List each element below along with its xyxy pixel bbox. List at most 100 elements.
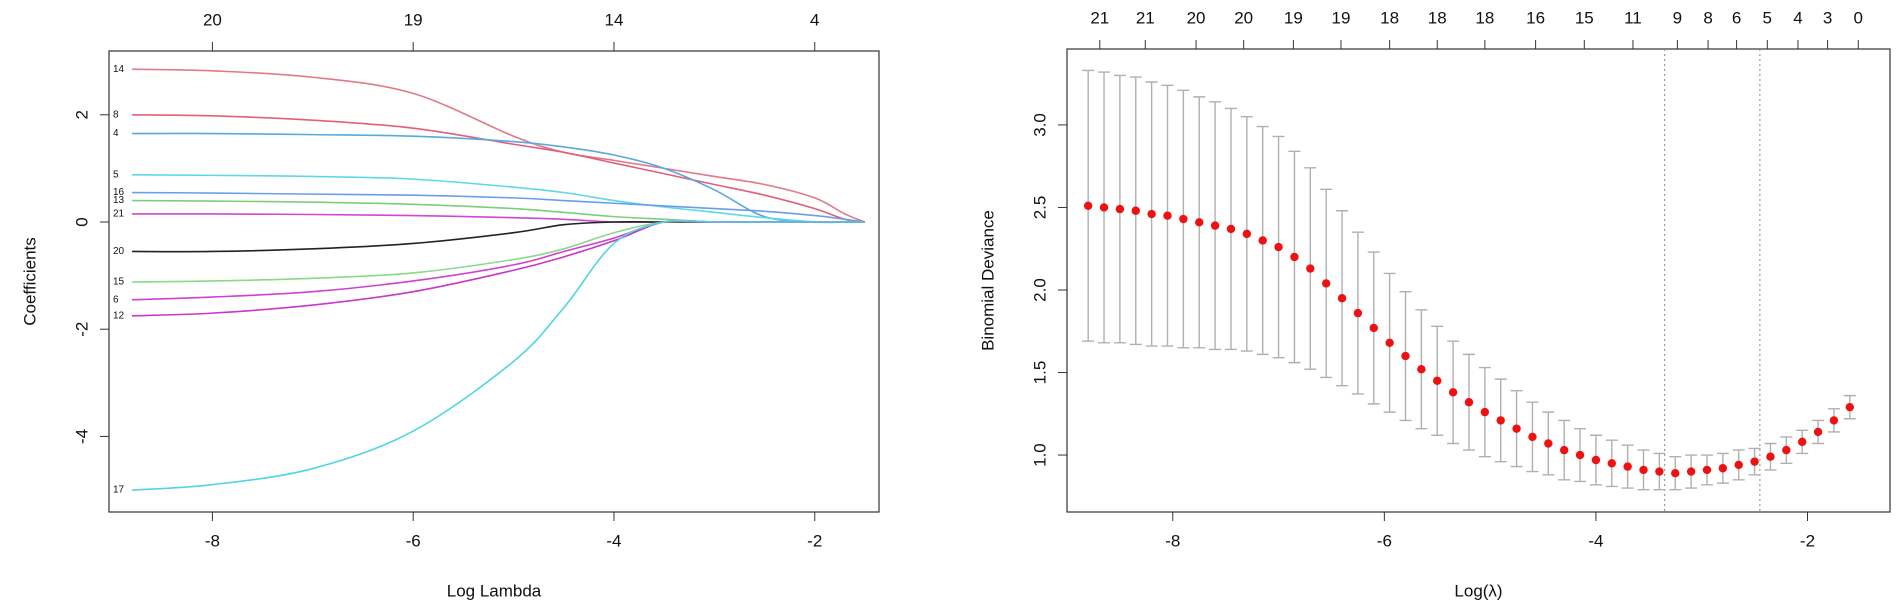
- cv-point: [1353, 308, 1363, 318]
- cv-point: [1099, 203, 1109, 212]
- cv-point: [1163, 211, 1172, 220]
- cv-point: [1321, 279, 1331, 288]
- y-tick-label: -2: [72, 322, 91, 337]
- top-tick-label: 11: [1624, 8, 1642, 27]
- cv-point: [1718, 464, 1728, 473]
- x-tick-label: -4: [606, 531, 621, 550]
- cv-point: [1306, 264, 1315, 273]
- coef-path: [132, 220, 865, 301]
- cv-point: [1734, 460, 1743, 470]
- top-tick-label: 18: [1428, 8, 1447, 27]
- series-label: 6: [113, 294, 119, 305]
- y-tick-label: 2.5: [1030, 196, 1049, 220]
- cv-point: [1639, 465, 1648, 475]
- x-tick-label: -6: [1377, 531, 1392, 550]
- cv-point: [1433, 376, 1442, 385]
- cv-point: [1544, 439, 1553, 448]
- coef-path: [132, 219, 865, 491]
- series-label: 17: [113, 485, 125, 496]
- cv-point: [1448, 388, 1458, 397]
- coef-path: [132, 221, 865, 253]
- y-tick-label: 1.5: [1030, 361, 1049, 385]
- top-tick-label: 18: [1380, 8, 1399, 27]
- series-label: 13: [113, 195, 125, 206]
- x-tick-label: -2: [1800, 531, 1815, 550]
- cv-point: [1147, 209, 1156, 219]
- x-tick-label: -2: [807, 531, 822, 550]
- cv-point: [1528, 432, 1537, 442]
- top-tick-label: 6: [1732, 8, 1741, 27]
- cv-point: [1686, 467, 1696, 476]
- series-label: 16: [113, 187, 125, 198]
- y-axis-label: Coefficients: [20, 237, 39, 326]
- coef-path: [132, 191, 866, 223]
- cv-point: [1623, 462, 1632, 471]
- top-tick-label: 14: [605, 10, 624, 29]
- x-tick-label: -8: [205, 531, 220, 550]
- top-tick-label: 20: [1187, 8, 1206, 27]
- cv-point: [1591, 455, 1601, 465]
- y-tick-label: 1.0: [1030, 443, 1049, 467]
- x-axis-label: Log(λ): [1454, 581, 1502, 600]
- top-tick-label: 19: [1284, 8, 1303, 27]
- series-label: 5: [113, 169, 119, 180]
- plot-frame: [108, 50, 880, 513]
- cv-point: [1813, 427, 1823, 437]
- cv-point: [1575, 450, 1585, 460]
- cv-point: [1559, 445, 1569, 455]
- cv-point: [1464, 398, 1474, 407]
- y-tick-label: 3.0: [1030, 113, 1049, 137]
- top-tick-label: 8: [1703, 8, 1712, 27]
- coef-path: [132, 132, 865, 224]
- cv-point: [1290, 252, 1299, 262]
- top-tick-label: 16: [1526, 8, 1545, 27]
- cv-point: [1115, 204, 1125, 214]
- top-tick-label: 9: [1673, 8, 1682, 27]
- y-tick-label: -4: [72, 429, 91, 444]
- top-tick-label: 19: [1332, 8, 1351, 27]
- x-tick-label: -6: [406, 531, 421, 550]
- top-tick-label: 20: [203, 10, 222, 29]
- cv-point: [1242, 229, 1252, 239]
- top-tick-label: 18: [1475, 8, 1494, 27]
- cv-point: [1766, 452, 1775, 461]
- top-tick-label: 3: [1823, 8, 1832, 27]
- coef-path: [132, 68, 866, 223]
- cv-point: [1337, 294, 1347, 303]
- series-label: 4: [113, 128, 119, 139]
- cv-point: [1083, 201, 1093, 211]
- cv-point: [1782, 445, 1791, 455]
- coef-path: [132, 213, 865, 223]
- series-label: 8: [113, 109, 119, 120]
- cv-point: [1480, 407, 1490, 417]
- top-tick-label: 21: [1136, 8, 1155, 27]
- cv-point: [1845, 402, 1855, 412]
- cv-point: [1797, 437, 1807, 447]
- cv-point: [1671, 469, 1680, 478]
- cv-point: [1417, 365, 1426, 374]
- series-label: 20: [113, 246, 125, 257]
- series-label: 12: [113, 310, 125, 321]
- top-tick-label: 5: [1763, 8, 1772, 27]
- top-tick-label: 21: [1090, 8, 1109, 27]
- top-tick-label: 4: [1793, 8, 1802, 27]
- cv-point: [1385, 338, 1394, 348]
- top-tick-label: 0: [1854, 8, 1863, 27]
- y-tick-label: 0: [72, 217, 91, 226]
- cv-point: [1226, 224, 1236, 234]
- cv-point: [1607, 459, 1616, 468]
- cv-point: [1258, 236, 1267, 245]
- cv-point: [1702, 465, 1712, 475]
- x-axis-label: Log Lambda: [447, 581, 542, 600]
- plot-frame: [1066, 48, 1891, 513]
- cv-point: [1369, 323, 1378, 333]
- cv-point: [1829, 416, 1839, 425]
- series-label: 15: [113, 277, 125, 288]
- top-tick-label: 4: [810, 10, 819, 29]
- cv-point: [1512, 424, 1521, 433]
- x-tick-label: -8: [1165, 531, 1180, 550]
- series-label: 21: [113, 209, 125, 220]
- cv-point: [1496, 416, 1505, 425]
- x-tick-label: -4: [1588, 531, 1603, 550]
- y-axis-label: Binomial Deviance: [978, 210, 997, 351]
